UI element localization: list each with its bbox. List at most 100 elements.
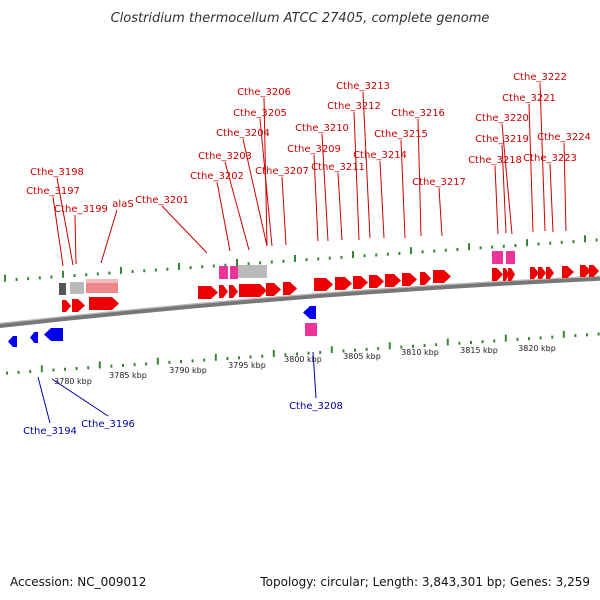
tick-mark: [574, 334, 577, 338]
gene-label[interactable]: Cthe_3209: [287, 144, 341, 155]
pseudo-gene-box: [59, 283, 66, 295]
gene-label[interactable]: Cthe_3207: [255, 166, 309, 177]
gene-label[interactable]: Cthe_3218: [468, 155, 522, 166]
tick-mark: [307, 351, 310, 355]
gene-label[interactable]: Cthe_3202: [190, 171, 244, 182]
tick-mark: [446, 338, 449, 346]
tick-mark: [272, 349, 275, 357]
gene-label[interactable]: Cthe_3213: [336, 81, 390, 92]
gene-label[interactable]: Cthe_3211: [311, 162, 365, 173]
tick-mark: [528, 337, 530, 341]
tick-mark: [282, 259, 285, 263]
gene-label[interactable]: Cthe_3206: [237, 87, 291, 98]
gene-label[interactable]: Cthe_3198: [30, 167, 84, 178]
gene-label[interactable]: Cthe_3194: [23, 426, 77, 437]
gene-leader-line: [528, 103, 534, 233]
forward-gene-arrow: [546, 267, 554, 279]
tick-mark: [73, 273, 76, 277]
tick-mark: [354, 348, 356, 352]
forward-gene-arrow: [283, 282, 297, 295]
tick-mark: [516, 337, 519, 341]
gene-label[interactable]: Cthe_3205: [233, 108, 287, 119]
gene-leader-line: [417, 118, 422, 237]
tick-mark: [504, 334, 507, 342]
forward-gene-arrow: [503, 268, 509, 281]
gene-label[interactable]: Cthe_3217: [412, 177, 466, 188]
gene-label[interactable]: Cthe_3204: [216, 128, 270, 139]
tick-mark: [539, 336, 542, 340]
gene-label[interactable]: Cthe_3223: [523, 153, 577, 164]
gene-leader-line: [100, 209, 118, 264]
gene-label[interactable]: Cthe_3208: [289, 401, 343, 412]
scale-label: 3790 kbp: [169, 366, 207, 375]
forward-gene-arrow: [492, 268, 503, 281]
gene-leader-line: [494, 165, 499, 235]
tick-mark: [38, 276, 41, 280]
gene-label[interactable]: Cthe_3216: [391, 108, 445, 119]
gene-label[interactable]: Cthe_3215: [374, 129, 428, 140]
gene-label[interactable]: Cthe_3203: [198, 151, 252, 162]
gene-leader-line: [56, 177, 74, 266]
gene-label[interactable]: Cthe_3224: [537, 132, 591, 143]
gene-leader-line: [501, 123, 513, 235]
tick-mark: [537, 242, 540, 246]
tick-mark: [259, 261, 262, 265]
rna-gene-box: [219, 266, 228, 279]
tick-mark: [212, 264, 215, 268]
tick-mark: [456, 247, 459, 251]
tick-mark: [502, 244, 505, 248]
forward-gene-arrow: [402, 273, 417, 286]
gene-label[interactable]: Cthe_3219: [475, 134, 529, 145]
forward-gene-arrow: [219, 285, 228, 298]
gene-label[interactable]: Cthe_3199: [54, 204, 108, 215]
tick-mark: [493, 339, 496, 343]
gene-label[interactable]: Cthe_3210: [295, 123, 349, 134]
gene-label[interactable]: Cthe_3212: [327, 101, 381, 112]
forward-gene-arrow: [385, 274, 401, 287]
forward-gene-arrow: [198, 286, 218, 299]
genome-backbone: [0, 275, 600, 328]
gene-label[interactable]: Cthe_3196: [81, 419, 135, 430]
tick-mark: [444, 248, 447, 252]
tick-mark: [458, 341, 461, 345]
tick-mark: [284, 353, 287, 357]
scale-label: 3785 kbp: [109, 371, 147, 380]
tick-mark: [156, 357, 159, 365]
tick-mark: [52, 368, 55, 372]
reverse-gene-arrow: [30, 332, 38, 343]
tick-mark: [75, 367, 78, 371]
tick-mark: [108, 271, 111, 275]
gene-label[interactable]: alaS: [112, 199, 133, 210]
tick-mark: [249, 355, 252, 359]
scale-labels: 3780 kbp 3785 kbp 3790 kbp 3795 kbp 3800 kbp…: [54, 344, 556, 386]
tick-mark: [595, 238, 598, 242]
tick-mark: [400, 345, 403, 349]
gene-label[interactable]: Cthe_3221: [502, 93, 556, 104]
tick-mark: [214, 353, 217, 361]
gene-label[interactable]: Cthe_3201: [135, 195, 189, 206]
tick-mark: [296, 352, 298, 356]
tick-mark: [377, 347, 380, 351]
gene-label[interactable]: Cthe_3197: [26, 186, 80, 197]
tick-mark: [433, 249, 436, 253]
tick-mark: [319, 350, 322, 354]
tick-mark: [270, 260, 273, 264]
gene-label[interactable]: Cthe_3220: [475, 113, 529, 124]
tick-mark: [572, 240, 575, 244]
tick-mark: [294, 255, 296, 263]
tick-mark: [122, 363, 124, 367]
tick-mark: [562, 330, 565, 338]
gene-leader-line: [321, 133, 329, 242]
gene-label[interactable]: Cthe_3222: [513, 72, 567, 83]
gene-leader-line: [51, 378, 109, 417]
tick-mark: [514, 244, 517, 248]
forward-gene-arrow: [89, 297, 119, 310]
tick-mark: [412, 344, 414, 348]
gene-label[interactable]: Cthe_3214: [353, 150, 407, 161]
scale-label: 3820 kbp: [518, 344, 556, 353]
tick-mark: [64, 367, 66, 371]
forward-gene-arrow: [353, 276, 368, 289]
tick-mark: [586, 333, 588, 337]
tick-mark: [143, 269, 146, 273]
